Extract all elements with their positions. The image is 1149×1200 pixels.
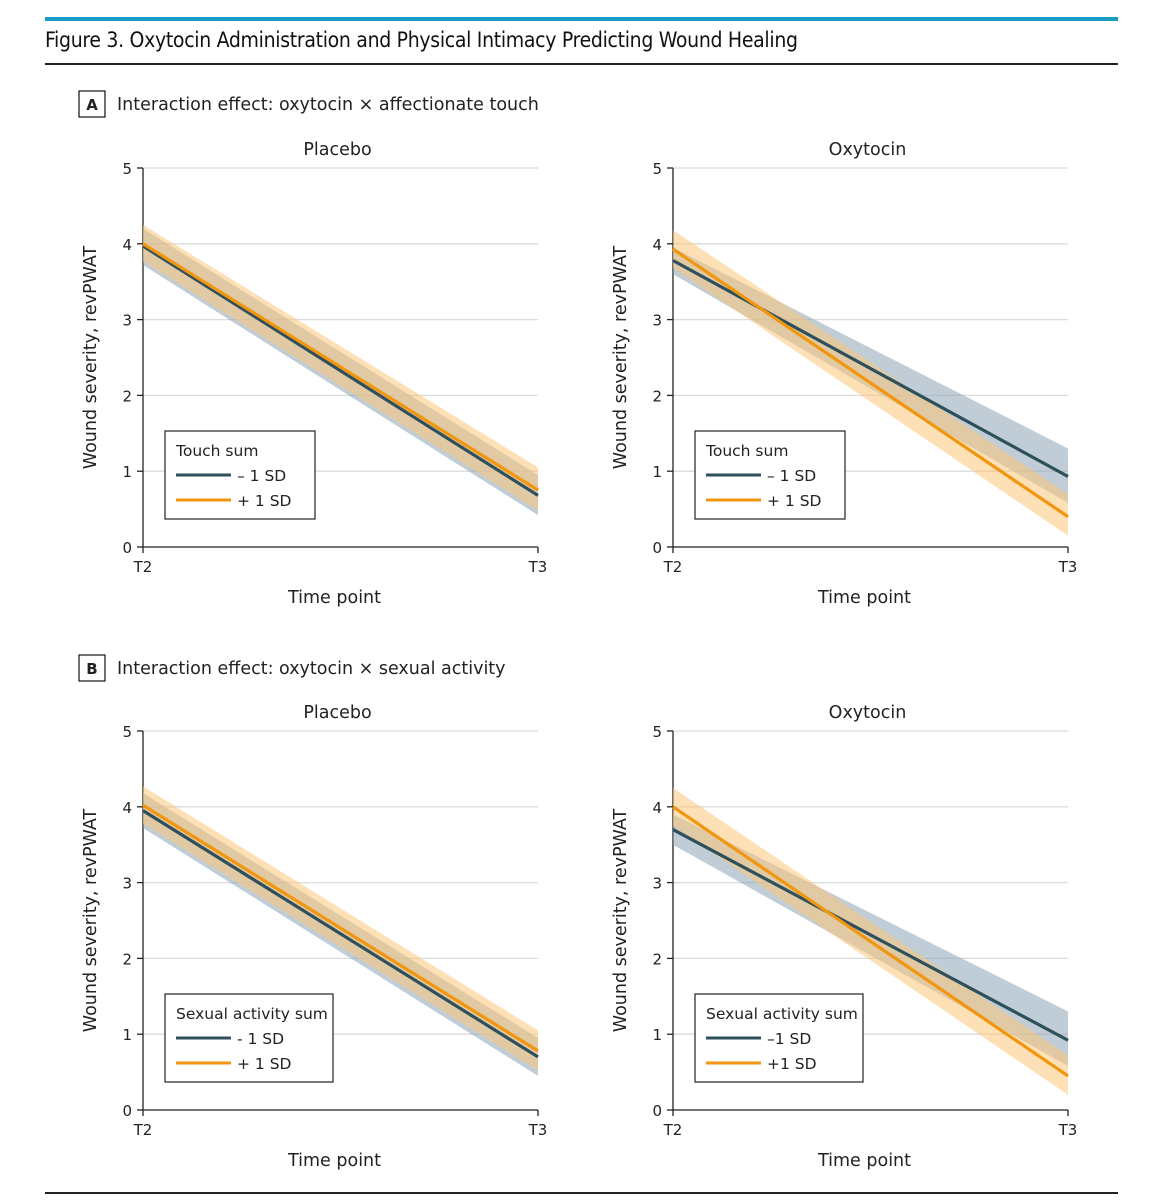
legend: Sexual activity sum - 1 SD + 1 SD: [164, 993, 334, 1083]
y-axis-label: Wound severity, revPWAT: [611, 246, 631, 470]
accent-bar: [45, 17, 1118, 21]
series-line-minus-1sd: [142, 809, 539, 1059]
y-tick-label: 0: [122, 539, 132, 557]
legend-label: + 1 SD: [237, 1055, 292, 1073]
y-tick-label: 5: [652, 160, 662, 178]
series-line-plus-1sd: [142, 242, 539, 492]
legend-label: +1 SD: [767, 1055, 817, 1073]
y-tick-label: 0: [652, 1102, 662, 1120]
panel-title: Interaction effect: oxytocin × sexual ac…: [117, 659, 506, 679]
x-tick-label: T3: [528, 558, 548, 576]
series-line-minus-1sd: [672, 828, 1069, 1042]
y-tick-label: 3: [122, 875, 132, 893]
y-axis-label: Wound severity, revPWAT: [81, 246, 101, 470]
x-axis-label: Time point: [817, 1151, 911, 1171]
subplot-title: Placebo: [303, 703, 371, 723]
y-tick-label: 3: [652, 875, 662, 893]
y-tick-label: 2: [122, 950, 132, 968]
y-tick-label: 4: [122, 799, 132, 817]
subplot-title: Placebo: [303, 140, 371, 160]
y-tick-label: 3: [122, 312, 132, 330]
y-tick-label: 1: [652, 1026, 662, 1044]
title-rule: [45, 63, 1118, 65]
legend: Touch sum – 1 SD + 1 SD: [694, 430, 846, 520]
legend-label: – 1 SD: [237, 467, 286, 485]
panel-label: A: [86, 96, 98, 114]
x-tick-label: T3: [1058, 558, 1078, 576]
y-tick-label: 2: [122, 387, 132, 405]
x-axis-label: Time point: [287, 1151, 381, 1171]
y-tick-label: 5: [122, 160, 132, 178]
x-tick-label: T2: [663, 558, 683, 576]
subplot-b-placebo: B Interaction effect: oxytocin × sexual a…: [78, 654, 548, 1171]
y-tick-label: 1: [122, 463, 132, 481]
x-tick-label: T3: [528, 1121, 548, 1139]
legend-title: Sexual activity sum: [706, 1005, 858, 1023]
x-axis-label: Time point: [287, 588, 381, 608]
legend-label: + 1 SD: [237, 492, 292, 510]
figure-title: Figure 3. Oxytocin Administration and Ph…: [45, 28, 798, 52]
panel-title: Interaction effect: oxytocin × affection…: [117, 95, 539, 115]
y-tick-label: 1: [122, 1026, 132, 1044]
series-line-minus-1sd: [672, 259, 1069, 478]
y-tick-label: 0: [122, 1102, 132, 1120]
y-tick-label: 1: [652, 463, 662, 481]
subplot-title: Oxytocin: [829, 140, 907, 160]
y-axis-label: Wound severity, revPWAT: [81, 809, 101, 1033]
subplot-a-oxytocin: Oxytocin 0 1 2 3 4 5 T2 T3 Time point Wound severi…: [611, 140, 1077, 608]
bottom-rule: [45, 1192, 1118, 1194]
y-tick-label: 2: [652, 387, 662, 405]
panel-label-box: [78, 90, 106, 118]
y-axis-label: Wound severity, revPWAT: [611, 809, 631, 1033]
legend-label: – 1 SD: [767, 467, 816, 485]
series-line-plus-1sd: [672, 247, 1069, 519]
y-tick-label: 3: [652, 312, 662, 330]
panel-label: B: [86, 660, 97, 678]
legend: Touch sum – 1 SD + 1 SD: [164, 430, 316, 520]
legend-title: Sexual activity sum: [176, 1005, 328, 1023]
y-tick-label: 5: [652, 723, 662, 741]
y-tick-label: 4: [652, 799, 662, 817]
y-tick-label: 5: [122, 723, 132, 741]
y-tick-label: 2: [652, 950, 662, 968]
legend: Sexual activity sum –1 SD +1 SD: [694, 993, 864, 1083]
x-tick-label: T2: [133, 1121, 153, 1139]
subplot-title: Oxytocin: [829, 703, 907, 723]
x-tick-label: T3: [1058, 1121, 1078, 1139]
legend-label: - 1 SD: [237, 1030, 284, 1048]
y-tick-label: 4: [122, 236, 132, 254]
legend-title: Touch sum: [175, 442, 258, 460]
y-tick-label: 0: [652, 539, 662, 557]
panel-label-box: [78, 654, 106, 682]
x-tick-label: T2: [133, 558, 153, 576]
legend-label: –1 SD: [767, 1030, 811, 1048]
subplot-b-oxytocin: Oxytocin 0 1 2 3 4 5 T2 T3 Time point Wound severi…: [611, 703, 1077, 1171]
series-line-minus-1sd: [142, 244, 539, 497]
y-tick-label: 4: [652, 236, 662, 254]
series-line-plus-1sd: [142, 803, 539, 1053]
subplot-a-placebo: A Interaction effect: oxytocin × affectio…: [78, 90, 548, 608]
x-axis-label: Time point: [817, 588, 911, 608]
x-tick-label: T2: [663, 1121, 683, 1139]
series-line-plus-1sd: [672, 805, 1069, 1078]
legend-label: + 1 SD: [767, 492, 822, 510]
legend-title: Touch sum: [705, 442, 788, 460]
